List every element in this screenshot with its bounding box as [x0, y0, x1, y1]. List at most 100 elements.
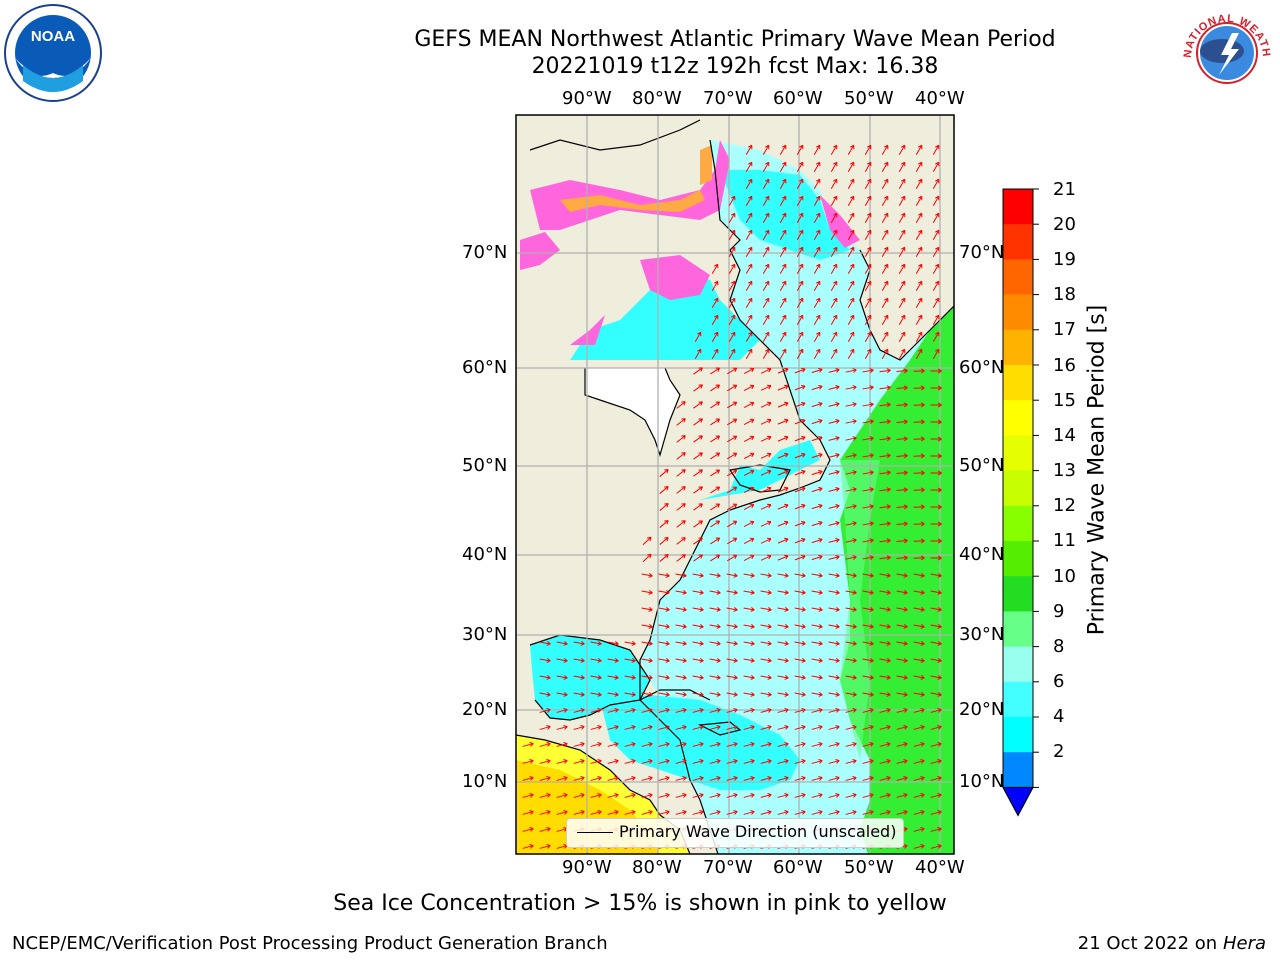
wave-arrow: [879, 572, 891, 578]
wave-arrow: [728, 212, 736, 224]
wave-arrow: [522, 843, 534, 849]
wave-arrow: [913, 724, 925, 730]
wave-arrow: [930, 674, 942, 680]
wave-arrow: [862, 555, 874, 561]
wave-arrow: [641, 758, 653, 764]
wave-arrow: [828, 775, 840, 781]
footer-host: Hera: [1222, 933, 1266, 954]
wave-arrow: [915, 212, 923, 224]
colorbar-segment: [1003, 329, 1033, 366]
wave-arrow: [743, 741, 755, 747]
wave-arrow: [932, 348, 940, 360]
footer-date-text: 21 Oct 2022 on: [1077, 933, 1218, 954]
wave-arrow: [745, 246, 753, 258]
wave-arrow: [573, 809, 585, 815]
lon-top-label: 50°W: [844, 88, 894, 109]
wave-arrow: [913, 792, 925, 798]
sea-ice-note: Sea Ice Concentration > 15% is shown in …: [333, 891, 947, 916]
wave-arrow: [624, 674, 636, 680]
lat-left-label: 20°N: [462, 699, 508, 720]
wave-arrow: [915, 195, 923, 207]
wave-arrow: [743, 792, 755, 798]
lon-bottom-label: 80°W: [632, 857, 682, 878]
wave-arrow: [879, 606, 891, 612]
wave-arrow: [881, 280, 889, 292]
lon-bottom-label: 70°W: [703, 857, 753, 878]
wave-arrow: [762, 263, 770, 275]
wave-arrow: [796, 161, 804, 173]
wave-arrow: [896, 758, 908, 764]
wave-arrow: [811, 572, 823, 578]
wave-arrow: [693, 367, 703, 375]
wave-arrow: [658, 589, 670, 595]
wave-arrow: [930, 707, 942, 713]
colorbar-segment: [1003, 189, 1033, 225]
wave-arrow: [845, 741, 857, 747]
wave-arrow: [845, 487, 857, 492]
wave-arrow: [693, 503, 703, 511]
wave-arrow: [573, 792, 585, 798]
wave-arrow: [777, 724, 789, 730]
wave-arrow: [847, 246, 855, 258]
wave-arrow: [845, 792, 857, 798]
wave-arrow: [898, 195, 906, 207]
wave-arrow: [862, 572, 874, 578]
wave-arrow: [728, 314, 736, 326]
wave-arrow: [828, 486, 840, 492]
wave-arrow: [845, 504, 857, 509]
wave-arrow: [556, 674, 568, 680]
wave-arrow: [794, 809, 806, 815]
wave-arrow: [658, 674, 670, 680]
wave-arrow: [845, 521, 857, 526]
wave-arrow: [862, 504, 874, 510]
wave-arrow: [932, 178, 940, 190]
wave-arrow: [760, 469, 772, 476]
wave-arrow: [862, 809, 874, 815]
wave-arrow: [830, 161, 838, 173]
wave-arrow: [932, 331, 940, 343]
wave-arrow: [913, 385, 925, 391]
wave-arrow: [828, 503, 840, 509]
wave-arrow: [726, 435, 738, 443]
wave-arrow: [864, 331, 872, 343]
wave-arrow: [777, 707, 789, 713]
wave-arrow: [811, 589, 823, 595]
wave-arrow: [762, 331, 770, 343]
wave-arrow: [675, 572, 687, 578]
wave-arrow: [641, 792, 653, 798]
wave-arrow: [777, 486, 789, 493]
wave-arrow: [779, 144, 787, 156]
wave-arrow: [896, 436, 908, 442]
wave-arrow: [745, 212, 753, 224]
wave-arrow: [898, 331, 906, 343]
wave-arrow: [828, 606, 840, 612]
lon-top-label: 40°W: [915, 88, 965, 109]
wave-arrow: [624, 657, 636, 663]
wave-arrow: [693, 418, 703, 426]
wave-arrow: [539, 792, 551, 798]
wave-arrow: [675, 792, 687, 798]
wave-arrow: [743, 775, 755, 781]
graticule: [516, 115, 954, 854]
wave-arrow: [675, 606, 687, 612]
wave-arrow: [811, 640, 823, 646]
wave-arrow: [913, 487, 925, 493]
wave-arrow: [913, 775, 925, 781]
wave-arrow: [743, 401, 755, 408]
wave-arrow: [675, 589, 687, 595]
wave-arrow: [896, 792, 908, 798]
wave-arrow: [728, 246, 736, 258]
wave-arrow: [811, 758, 823, 764]
wave-arrow: [762, 348, 770, 360]
wave-arrow: [879, 402, 891, 408]
wave-arrow: [777, 554, 789, 561]
wave-arrow: [930, 640, 942, 646]
lat-left-label: 50°N: [462, 455, 508, 476]
wave-arrow: [777, 623, 789, 629]
wave-arrow: [726, 367, 738, 375]
wave-arrow: [862, 691, 874, 697]
wave-arrow: [607, 640, 619, 646]
wave-arrow: [930, 606, 942, 612]
wave-arrow: [777, 758, 789, 764]
wave-arrow: [745, 161, 753, 173]
